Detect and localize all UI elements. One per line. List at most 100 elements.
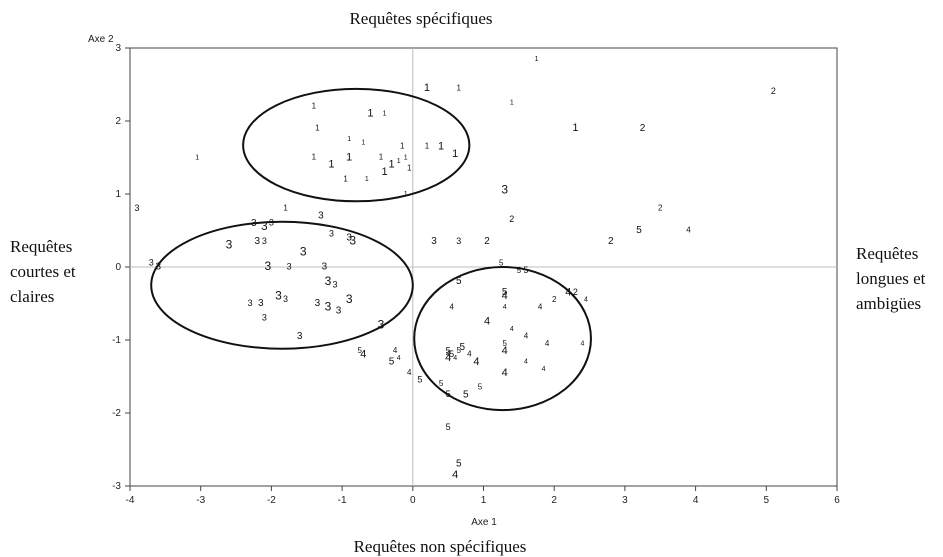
data-point-4: 4: [393, 346, 398, 355]
data-point-4: 4: [452, 469, 458, 481]
data-point-1: 1: [312, 102, 317, 111]
data-point-4: 4: [510, 326, 514, 333]
data-point-3: 3: [346, 292, 353, 306]
data-point-5: 5: [358, 346, 363, 355]
data-point-4: 4: [446, 350, 451, 359]
data-point-3: 3: [262, 236, 267, 246]
data-point-5: 5: [449, 349, 454, 359]
data-point-4: 4: [542, 366, 546, 373]
data-point-3: 3: [248, 298, 253, 308]
data-point-1: 1: [343, 175, 348, 184]
data-point-3: 3: [336, 305, 342, 316]
data-point-4: 4: [524, 359, 528, 366]
data-point-5: 5: [460, 342, 466, 353]
data-point-1: 1: [404, 191, 408, 198]
data-point-3: 3: [431, 236, 437, 247]
data-point-3: 3: [501, 183, 508, 197]
data-point-1: 1: [383, 111, 387, 118]
x-tick-label: -2: [267, 495, 276, 506]
x-tick-label: 1: [481, 495, 487, 506]
data-point-3: 3: [318, 211, 324, 222]
data-point-1: 1: [361, 140, 365, 147]
y-tick-label: 3: [115, 43, 121, 54]
x-tick-label: 6: [834, 495, 840, 506]
y-tick-label: 1: [115, 189, 121, 200]
x-tick-label: 2: [551, 495, 557, 506]
data-point-4: 4: [473, 356, 479, 368]
data-point-2: 2: [552, 295, 557, 304]
data-point-5: 5: [502, 287, 508, 298]
data-point-4: 4: [449, 302, 454, 311]
data-point-5: 5: [417, 375, 422, 385]
data-point-1: 1: [315, 123, 320, 132]
data-point-1: 1: [328, 159, 334, 171]
data-point-2: 2: [771, 86, 776, 96]
data-point-4: 4: [360, 349, 366, 361]
data-point-4: 4: [484, 316, 490, 328]
data-point-3: 3: [135, 203, 140, 213]
svg-text:Requêtes: Requêtes: [10, 237, 72, 256]
x-axis-title: Axe 1: [471, 517, 497, 528]
data-point-5: 5: [389, 357, 395, 368]
data-point-1: 1: [572, 122, 578, 134]
data-point-3: 3: [265, 259, 272, 273]
data-point-3: 3: [300, 245, 307, 259]
x-tick-label: -4: [126, 495, 135, 506]
ellipse-left: [150, 220, 414, 350]
data-point-5: 5: [499, 258, 504, 267]
data-point-3: 3: [275, 288, 282, 302]
data-point-3: 3: [254, 236, 260, 247]
data-point-4: 4: [545, 339, 550, 348]
data-point-3: 3: [262, 312, 267, 322]
data-point-4: 4: [503, 304, 507, 311]
data-point-1: 1: [389, 159, 395, 171]
data-point-5: 5: [456, 459, 462, 470]
data-point-3: 3: [325, 299, 332, 313]
data-point-1: 1: [407, 164, 412, 173]
y-tick-label: 2: [115, 116, 121, 127]
data-point-3: 3: [325, 274, 332, 288]
svg-text:longues et: longues et: [856, 269, 926, 288]
data-point-3: 3: [329, 229, 334, 239]
data-point-4: 4: [445, 352, 451, 364]
data-point-1: 1: [367, 108, 373, 120]
data-point-2: 2: [640, 123, 646, 134]
data-point-4: 4: [538, 302, 543, 311]
data-point-5: 5: [463, 389, 469, 400]
data-point-2: 2: [484, 236, 490, 247]
data-point-3: 3: [333, 280, 338, 290]
svg-text:Requêtes: Requêtes: [856, 244, 918, 263]
data-point-1: 1: [510, 100, 514, 107]
svg-text:ambigües: ambigües: [856, 294, 921, 313]
data-point-5: 5: [636, 225, 642, 236]
data-point-5: 5: [457, 346, 462, 355]
data-point-4: 4: [453, 355, 457, 362]
data-point-1: 1: [425, 142, 430, 151]
label-bottom: Requêtes non spécifiques: [354, 537, 527, 556]
data-point-3: 3: [315, 298, 321, 309]
ellipse-top: [242, 87, 471, 203]
data-point-4: 4: [502, 345, 508, 357]
data-point-2: 2: [573, 287, 578, 297]
data-point-5: 5: [446, 345, 451, 355]
data-point-3: 3: [155, 262, 161, 273]
data-point-1: 1: [379, 153, 384, 162]
y-tick-label: 0: [115, 262, 121, 273]
label-right: Requêtes longues et ambigües: [856, 244, 926, 313]
y-tick-label: -2: [112, 408, 121, 419]
data-point-4: 4: [502, 367, 508, 379]
data-point-3: 3: [349, 234, 356, 248]
data-point-3: 3: [261, 219, 268, 233]
data-point-1: 1: [535, 56, 539, 63]
data-point-1: 1: [404, 154, 408, 161]
data-point-3: 3: [258, 298, 264, 309]
data-point-4: 4: [584, 297, 588, 304]
data-point-1: 1: [346, 151, 352, 163]
y-axis-title: Axe 2: [88, 34, 114, 45]
data-point-1: 1: [438, 140, 444, 152]
ellipse-right: [413, 266, 592, 412]
data-point-4: 4: [565, 286, 571, 298]
data-point-3: 3: [378, 318, 385, 332]
y-tick-label: -3: [112, 481, 121, 492]
data-point-3: 3: [322, 262, 328, 273]
